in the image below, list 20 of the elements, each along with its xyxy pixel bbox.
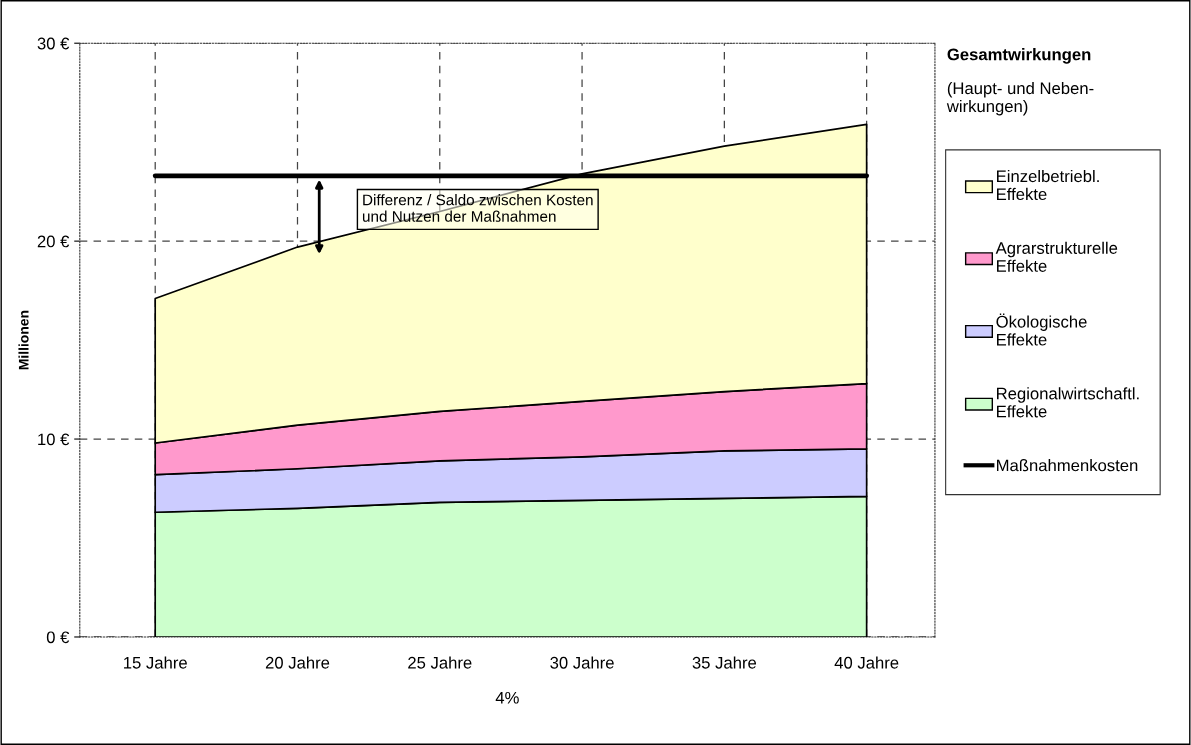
x-tick-label: 25 Jahre bbox=[408, 656, 472, 669]
y-tick-label: 20 € bbox=[37, 235, 70, 248]
legend-label: Regionalwirtschaftl. Effekte bbox=[997, 387, 1139, 418]
y-tick-label: 0 € bbox=[46, 631, 70, 644]
y-axis-title: Millionen bbox=[18, 310, 29, 370]
legend-label: Agrarstrukturelle Effekte bbox=[995, 241, 1118, 272]
legend-label: Ökologische Effekte bbox=[996, 313, 1087, 346]
x-tick-label: 40 Jahre bbox=[834, 656, 899, 669]
annotation: Differenz / Saldo zwischen Kosten und Nutzen der Maßnahmen bbox=[362, 194, 593, 222]
x-tick-label: 15 Jahre bbox=[124, 656, 187, 669]
legend-label: Einzelbetriebl. Effekte bbox=[997, 169, 1099, 201]
legend-label: Maßnahmenkosten bbox=[997, 459, 1138, 472]
x-tick-label: 35 Jahre bbox=[692, 656, 757, 669]
x-tick-label: 20 Jahre bbox=[265, 656, 330, 669]
x-tick-label: 30 Jahre bbox=[550, 656, 614, 669]
x-axis-title: 4% bbox=[495, 691, 519, 704]
text: (Haupt- und Neben- wirkungen) bbox=[946, 81, 1094, 116]
y-tick-label: 30 € bbox=[37, 37, 70, 50]
legend-title: Gesamtwirkungen bbox=[947, 48, 1091, 64]
y-tick-label: 10 € bbox=[38, 433, 70, 446]
